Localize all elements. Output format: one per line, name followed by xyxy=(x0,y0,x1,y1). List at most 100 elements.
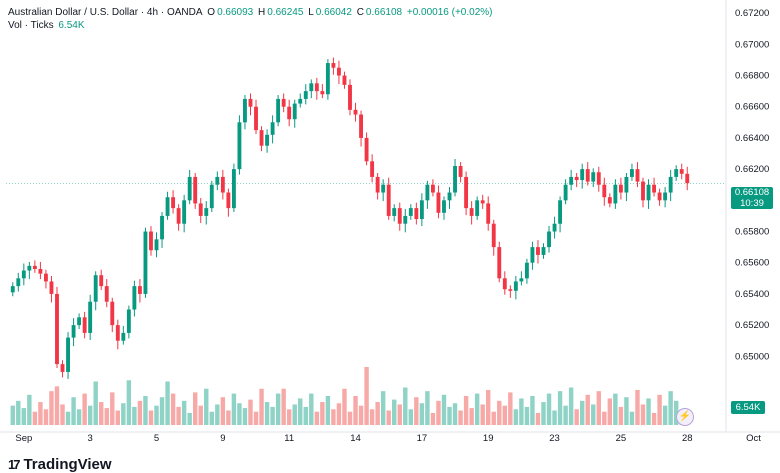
candle-body xyxy=(254,106,258,131)
candle-body xyxy=(602,184,607,198)
volume-bar xyxy=(458,410,463,425)
candle-body xyxy=(381,184,386,193)
volume-bar xyxy=(364,367,369,425)
candle-body xyxy=(425,184,430,201)
volume-bar xyxy=(303,406,308,425)
y-tick-label: 0.66400 xyxy=(735,133,769,144)
volume-bar xyxy=(121,403,126,425)
volume-bar xyxy=(646,398,651,425)
volume-bar xyxy=(463,396,469,425)
candle-body xyxy=(464,176,469,209)
volume-bar xyxy=(480,404,485,425)
symbol-title[interactable]: Australian Dollar / U.S. Dollar · 4h · O… xyxy=(8,7,203,18)
candle-body xyxy=(519,278,524,282)
volume-bar xyxy=(253,411,259,425)
volume-bar xyxy=(314,411,320,425)
candle-body xyxy=(414,208,419,220)
candle-body xyxy=(243,98,247,123)
candle-body xyxy=(55,293,59,365)
candle-body xyxy=(38,268,43,274)
volume-bar xyxy=(425,391,430,425)
candle-body xyxy=(513,281,518,291)
volume-bar xyxy=(209,411,214,425)
volume-bar xyxy=(65,411,71,425)
candle-body xyxy=(77,317,82,326)
candle-body xyxy=(453,166,457,193)
candle-body xyxy=(309,83,314,92)
volume-label[interactable]: Vol · Ticks xyxy=(8,20,54,31)
candle-body xyxy=(630,169,634,177)
candle-body xyxy=(491,223,496,248)
candle-body xyxy=(226,192,231,209)
candle-body xyxy=(198,203,203,216)
candle-body xyxy=(71,325,76,338)
candle-body xyxy=(353,109,358,115)
volume-bar xyxy=(607,398,613,425)
candle-body xyxy=(624,176,629,193)
y-tick-label: 0.65000 xyxy=(735,351,769,362)
candle-body xyxy=(685,173,690,184)
candle-body xyxy=(342,75,347,85)
candle-body xyxy=(281,98,286,107)
candle-body xyxy=(104,286,109,302)
candle-body xyxy=(524,262,529,279)
candle-body xyxy=(547,231,551,248)
candle-body xyxy=(220,176,225,193)
candle-body xyxy=(143,231,148,294)
volume-bar xyxy=(148,410,154,425)
volume-bar xyxy=(563,405,568,425)
candle-body xyxy=(149,231,153,251)
volume-bar xyxy=(132,406,137,425)
volume-bar xyxy=(392,399,397,425)
volume-bar xyxy=(651,412,657,425)
candle-body xyxy=(403,215,408,224)
volume-bar xyxy=(87,405,93,425)
volume-bar xyxy=(259,388,264,425)
volume-bar xyxy=(336,403,342,425)
candle-body xyxy=(536,247,540,255)
candle-body xyxy=(66,337,70,372)
candle-body xyxy=(607,197,612,204)
candle-body xyxy=(364,137,369,162)
volume-bar xyxy=(82,393,87,425)
volume-bar xyxy=(43,409,49,425)
y-tick-label: 0.65200 xyxy=(735,320,769,331)
volume-bar xyxy=(115,410,121,425)
volume-bar xyxy=(187,412,192,425)
candle-body xyxy=(646,184,651,201)
candle-body xyxy=(442,200,446,213)
candle-body xyxy=(469,208,474,216)
lightning-icon[interactable]: ⚡ xyxy=(676,408,694,426)
tradingview-logo[interactable]: 17 TradingView xyxy=(8,456,112,473)
volume-bar xyxy=(165,381,170,425)
candle-body xyxy=(21,270,26,279)
candle-body xyxy=(215,176,220,185)
volume-bar xyxy=(486,389,491,425)
candle-body xyxy=(558,200,563,224)
open-value: 0.66093 xyxy=(217,7,254,18)
y-tick-label: 0.65400 xyxy=(735,289,769,300)
candle-body xyxy=(657,192,662,201)
volume-bar xyxy=(375,402,380,425)
volume-bar xyxy=(220,397,226,425)
volume-bar xyxy=(137,400,143,425)
candle-body xyxy=(292,103,297,120)
volume-bar xyxy=(497,400,502,425)
volume-bar xyxy=(546,393,552,425)
candle-body xyxy=(475,200,480,216)
volume-bar xyxy=(270,406,275,425)
x-tick-label: 23 xyxy=(549,433,560,444)
candle-body xyxy=(552,223,557,232)
candle-body xyxy=(569,176,574,185)
volume-bar xyxy=(414,397,419,425)
volume-bar xyxy=(557,391,563,425)
x-tick-label: 28 xyxy=(682,433,693,444)
symbol-legend: Australian Dollar / U.S. Dollar · 4h · O… xyxy=(8,7,494,18)
candle-body xyxy=(635,169,640,182)
volume-bar xyxy=(535,412,541,425)
volume-bar xyxy=(198,405,203,425)
candle-body xyxy=(436,192,441,213)
volume-bar xyxy=(331,409,336,425)
volume-bar xyxy=(248,399,253,425)
